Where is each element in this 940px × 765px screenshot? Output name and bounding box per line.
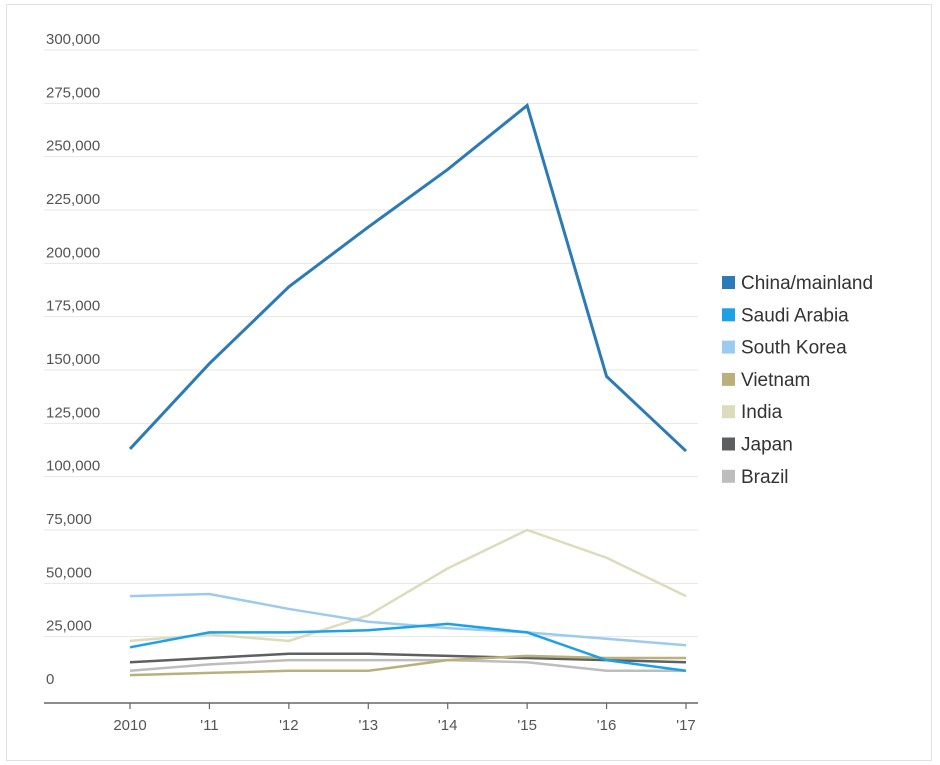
x-tick-label: '14: [438, 717, 458, 734]
legend-label: Japan: [741, 435, 793, 456]
y-tick-label: 100,000: [46, 458, 100, 475]
y-tick-label: 75,000: [46, 511, 92, 528]
x-tick-label: '12: [279, 717, 299, 734]
y-tick-label: 275,000: [46, 84, 100, 101]
legend-swatch: [722, 276, 735, 289]
series-lines: [130, 105, 686, 675]
legend-label: Saudi Arabia: [741, 305, 849, 326]
x-tick-label: '17: [676, 717, 696, 734]
legend-swatch: [722, 373, 735, 386]
legend-swatch: [722, 405, 735, 418]
y-axis-ticks: 0 25,000 50,000 75,000 100,000 125,000 150,000…: [46, 31, 100, 688]
x-tick-label: '15: [517, 717, 537, 734]
y-tick-label: 250,000: [46, 138, 100, 155]
x-tick-label: '16: [597, 717, 617, 734]
y-tick-label: 125,000: [46, 404, 100, 421]
legend-label: Vietnam: [741, 370, 810, 391]
legend-label: Brazil: [741, 467, 789, 488]
legend: China/mainland Saudi Arabia South Korea Vie…: [722, 273, 873, 488]
y-tick-label: 150,000: [46, 351, 100, 368]
legend-label: India: [741, 402, 783, 423]
x-tick-label: '13: [359, 717, 379, 734]
y-tick-label: 0: [46, 671, 54, 688]
legend-label: China/mainland: [741, 273, 873, 294]
y-tick-label: 225,000: [46, 191, 100, 208]
y-tick-label: 300,000: [46, 31, 100, 48]
legend-label: South Korea: [741, 338, 847, 359]
y-tick-label: 175,000: [46, 298, 100, 315]
x-tick-label: 2010: [113, 717, 146, 734]
legend-swatch: [722, 308, 735, 321]
legend-swatch: [722, 470, 735, 483]
legend-swatch: [722, 341, 735, 354]
legend-swatch: [722, 438, 735, 451]
series-line-china-mainland: [130, 105, 686, 451]
y-tick-label: 50,000: [46, 564, 92, 581]
y-tick-label: 200,000: [46, 244, 100, 261]
y-tick-label: 25,000: [46, 618, 92, 635]
x-tick-label: '11: [200, 717, 218, 734]
gridlines: [44, 50, 698, 637]
x-axis: 2010 '11 '12 '13 '14 '15 '16 '17: [44, 703, 698, 734]
series-line-south-korea: [130, 594, 686, 645]
